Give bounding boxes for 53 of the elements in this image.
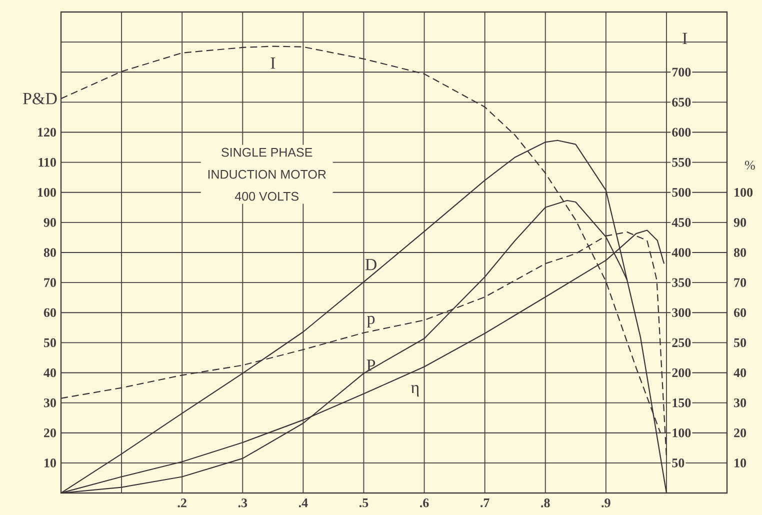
- y3-tick-label: 10: [734, 458, 746, 468]
- y2-tick-label: 300: [672, 308, 691, 318]
- y-tick-label: 120: [38, 128, 56, 137]
- y3-tick-label: 80: [734, 248, 746, 257]
- x-tick-label: .5: [359, 498, 368, 508]
- y2-tick-label: 700: [672, 68, 691, 77]
- y3-tick-label: 100: [734, 188, 753, 197]
- y2-tick-label: 600: [672, 128, 691, 137]
- y2-tick-label: 550: [672, 158, 691, 167]
- series-label: P: [366, 360, 376, 371]
- y-tick-label: 50: [44, 338, 56, 348]
- text: SINGLE PHASE INDUCTION MOTOR 400 VOLTS: [208, 148, 326, 201]
- y3-tick-label: 40: [734, 368, 746, 378]
- y3-tick-label: 90: [734, 218, 746, 227]
- y-tick-label: 70: [44, 278, 56, 287]
- y-tick-label: 30: [44, 398, 56, 408]
- y-tick-label: 10: [44, 458, 56, 468]
- x-tick-label: .8: [541, 498, 550, 508]
- y2-axis-title: I: [682, 32, 688, 44]
- y-tick-label: 20: [44, 428, 56, 438]
- x-tick-label: .6: [420, 498, 429, 508]
- y2-tick-label: 150: [672, 398, 691, 408]
- y3-tick-label: 30: [734, 398, 746, 408]
- y2-tick-label: 50: [672, 458, 684, 468]
- y3-tick-label: 70: [734, 278, 746, 287]
- y3-tick-label: 60: [734, 308, 746, 318]
- y2-tick-label: 400: [672, 248, 691, 257]
- y-axis-title: P&D: [23, 92, 57, 104]
- y2-tick-label: 250: [672, 338, 691, 348]
- y-tick-label: 40: [44, 368, 56, 378]
- y2-tick-label: 650: [672, 98, 691, 107]
- y-tick-label: 110: [38, 158, 56, 167]
- y-tick-label: 80: [44, 248, 56, 257]
- x-tick-label: .3: [238, 498, 248, 508]
- series-label: I: [270, 58, 276, 69]
- series-label: D: [365, 258, 376, 270]
- y2-tick-label: 500: [672, 188, 691, 197]
- y-tick-label: 100: [38, 188, 56, 197]
- x-tick-label: .4: [298, 498, 308, 508]
- series-label: p: [367, 316, 375, 328]
- x-tick-label: .9: [602, 498, 610, 508]
- x-tick-label: .7: [480, 498, 490, 508]
- y3-axis-title: %: [744, 160, 755, 170]
- y-tick-label: 60: [44, 308, 56, 318]
- y3-tick-label: 50: [734, 338, 746, 348]
- y-tick-label: 90: [44, 218, 56, 227]
- x-tick-label: .2: [178, 498, 186, 508]
- series-label: η: [411, 384, 419, 397]
- y2-tick-label: 350: [672, 278, 691, 287]
- y2-tick-label: 200: [672, 368, 691, 378]
- y2-tick-label: 100: [672, 428, 691, 438]
- y3-tick-label: 20: [734, 428, 746, 438]
- y2-tick-label: 450: [672, 218, 691, 227]
